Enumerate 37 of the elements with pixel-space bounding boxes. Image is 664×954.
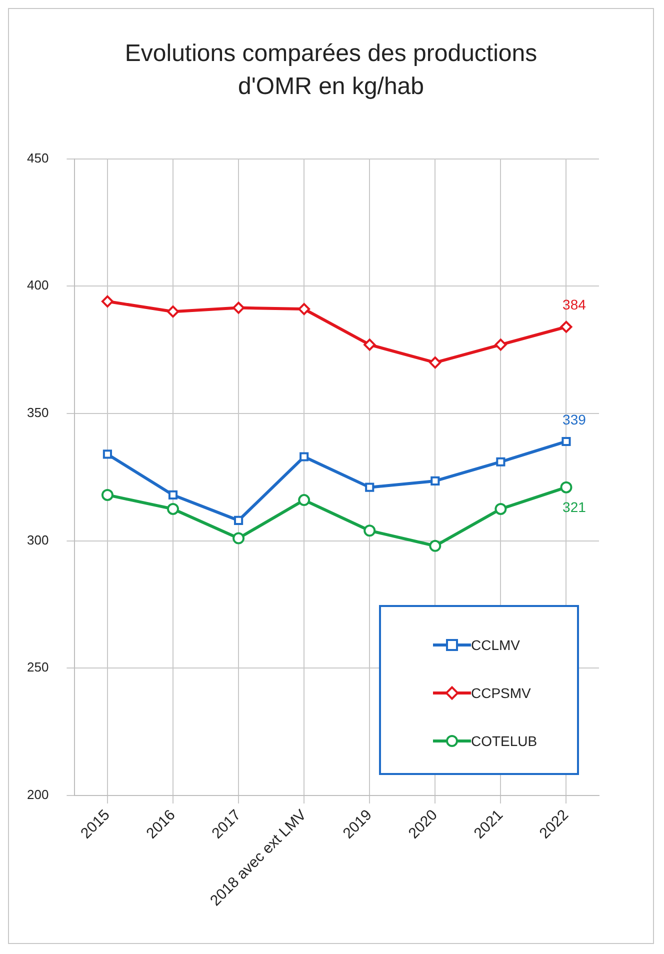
legend-label: COTELUB [471,733,538,750]
point [167,502,179,515]
data-label: 339 [562,411,586,428]
point [494,502,507,515]
y-tick-label: 200 [26,787,49,802]
point [364,524,376,537]
point [232,302,245,314]
y-tick-label: 300 [26,532,49,548]
legend-label: CCLMV [471,637,520,654]
point [232,532,245,544]
point [496,457,506,466]
point [562,436,571,446]
point [102,450,112,459]
y-tick-label: 450 [26,150,49,166]
y-tick-label: 250 [26,660,49,675]
data-label: 384 [562,296,586,313]
point [494,338,507,351]
data-label: 321 [562,499,586,516]
point [365,482,374,492]
point [429,356,442,369]
point [364,338,376,351]
point [298,303,310,316]
point [430,476,440,486]
point [300,452,309,462]
y-tick-label: 400 [26,278,49,293]
legend-label: CCPSMV [471,685,531,702]
point [167,306,179,318]
point [429,540,442,552]
chart-title: Evolutions comparées des productions d'OMR en kg/hab [124,39,538,102]
point [101,488,114,501]
point [298,494,310,506]
y-tick-label: 350 [26,405,49,420]
point [234,516,244,525]
point [560,320,572,333]
point [168,490,178,500]
point [560,481,572,494]
point [101,295,114,308]
